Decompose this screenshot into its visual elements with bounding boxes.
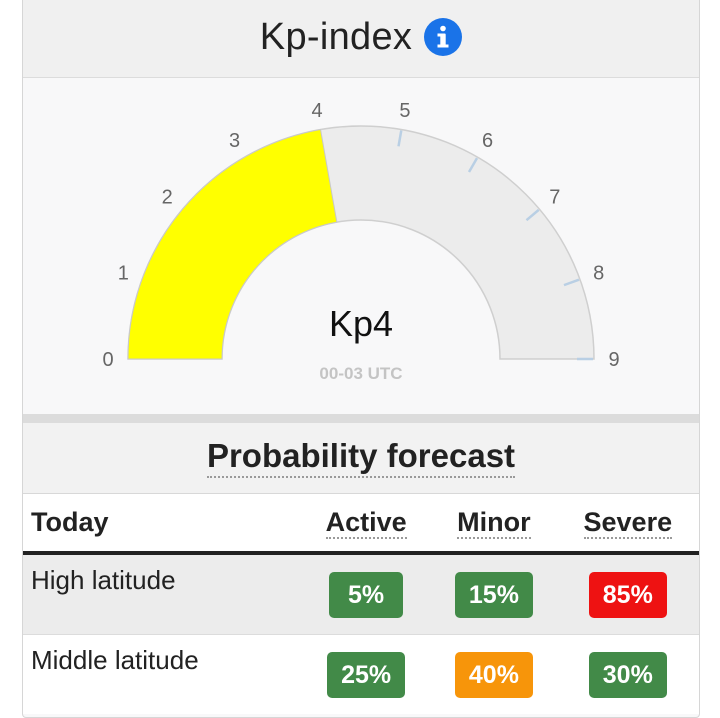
kp-index-card: Kp-index 0 1 2 3 4 5 6 7 8 9 Kp4 00-03 UTC Probab… [22, 0, 700, 718]
column-header-active-label[interactable]: Active [325, 507, 407, 539]
column-header-today: Today [23, 494, 301, 555]
page-title: Kp-index [259, 15, 413, 58]
severe-cell: 30% [556, 634, 699, 714]
gauge-tick-label: 5 [399, 100, 410, 122]
gauge-tick-label: 8 [593, 262, 604, 284]
minor-cell: 15% [431, 553, 557, 635]
gauge-tick-label: 0 [102, 349, 113, 371]
kp-gauge: 0 1 2 3 4 5 6 7 8 9 Kp4 00-03 UTC [23, 78, 699, 414]
row-label: Middle latitude [23, 634, 301, 714]
gauge-tick-mark [563, 278, 580, 287]
column-header-minor-label[interactable]: Minor [457, 507, 531, 539]
column-header-severe-label[interactable]: Severe [583, 507, 673, 539]
column-header-severe[interactable]: Severe [556, 494, 699, 555]
minor-badge: 40% [454, 651, 533, 698]
severe-cell: 85% [556, 553, 699, 635]
gauge-tick-label: 7 [549, 186, 560, 208]
gauge-tick-mark [397, 130, 403, 147]
column-header-minor[interactable]: Minor [431, 494, 557, 555]
active-badge: 25% [327, 651, 406, 698]
kp-time-label: 00-03 UTC [319, 364, 402, 383]
gauge-tick-label: 4 [312, 100, 323, 122]
gauge-tick-label: 9 [608, 349, 619, 371]
active-cell: 5% [301, 553, 432, 635]
gauge-tick-label: 2 [162, 186, 173, 208]
gauge-tick-label: 1 [118, 262, 129, 284]
severe-badge: 85% [588, 571, 667, 618]
kp-value-label: Kp4 [329, 303, 393, 344]
probability-header: Probability forecast [23, 423, 699, 494]
active-cell: 25% [301, 634, 432, 714]
row-label: High latitude [23, 553, 301, 635]
column-header-active[interactable]: Active [301, 494, 432, 555]
gauge-tick-label: 6 [482, 130, 493, 152]
minor-badge: 15% [454, 571, 533, 618]
kp-gauge-svg: 0 1 2 3 4 5 6 7 8 9 Kp4 00-03 UTC [102, 100, 619, 383]
gauge-tick-mark [525, 208, 540, 222]
section-divider [23, 414, 699, 423]
table-row-high-latitude: High latitude 5% 15% 85% [23, 553, 699, 635]
gauge-tick-mark [467, 157, 479, 173]
probability-table: Today Active Minor Severe High latitude … [23, 494, 699, 714]
minor-cell: 40% [431, 634, 557, 714]
probability-title[interactable]: Probability forecast [206, 438, 516, 478]
severe-badge: 30% [588, 651, 667, 698]
info-icon[interactable] [424, 18, 463, 56]
gauge-fill [127, 128, 338, 360]
card-header: Kp-index [23, 0, 699, 78]
active-badge: 5% [329, 571, 404, 618]
table-header-row: Today Active Minor Severe [23, 494, 699, 555]
table-row-middle-latitude: Middle latitude 25% 40% 30% [23, 634, 699, 714]
gauge-tick-label: 3 [229, 130, 240, 152]
